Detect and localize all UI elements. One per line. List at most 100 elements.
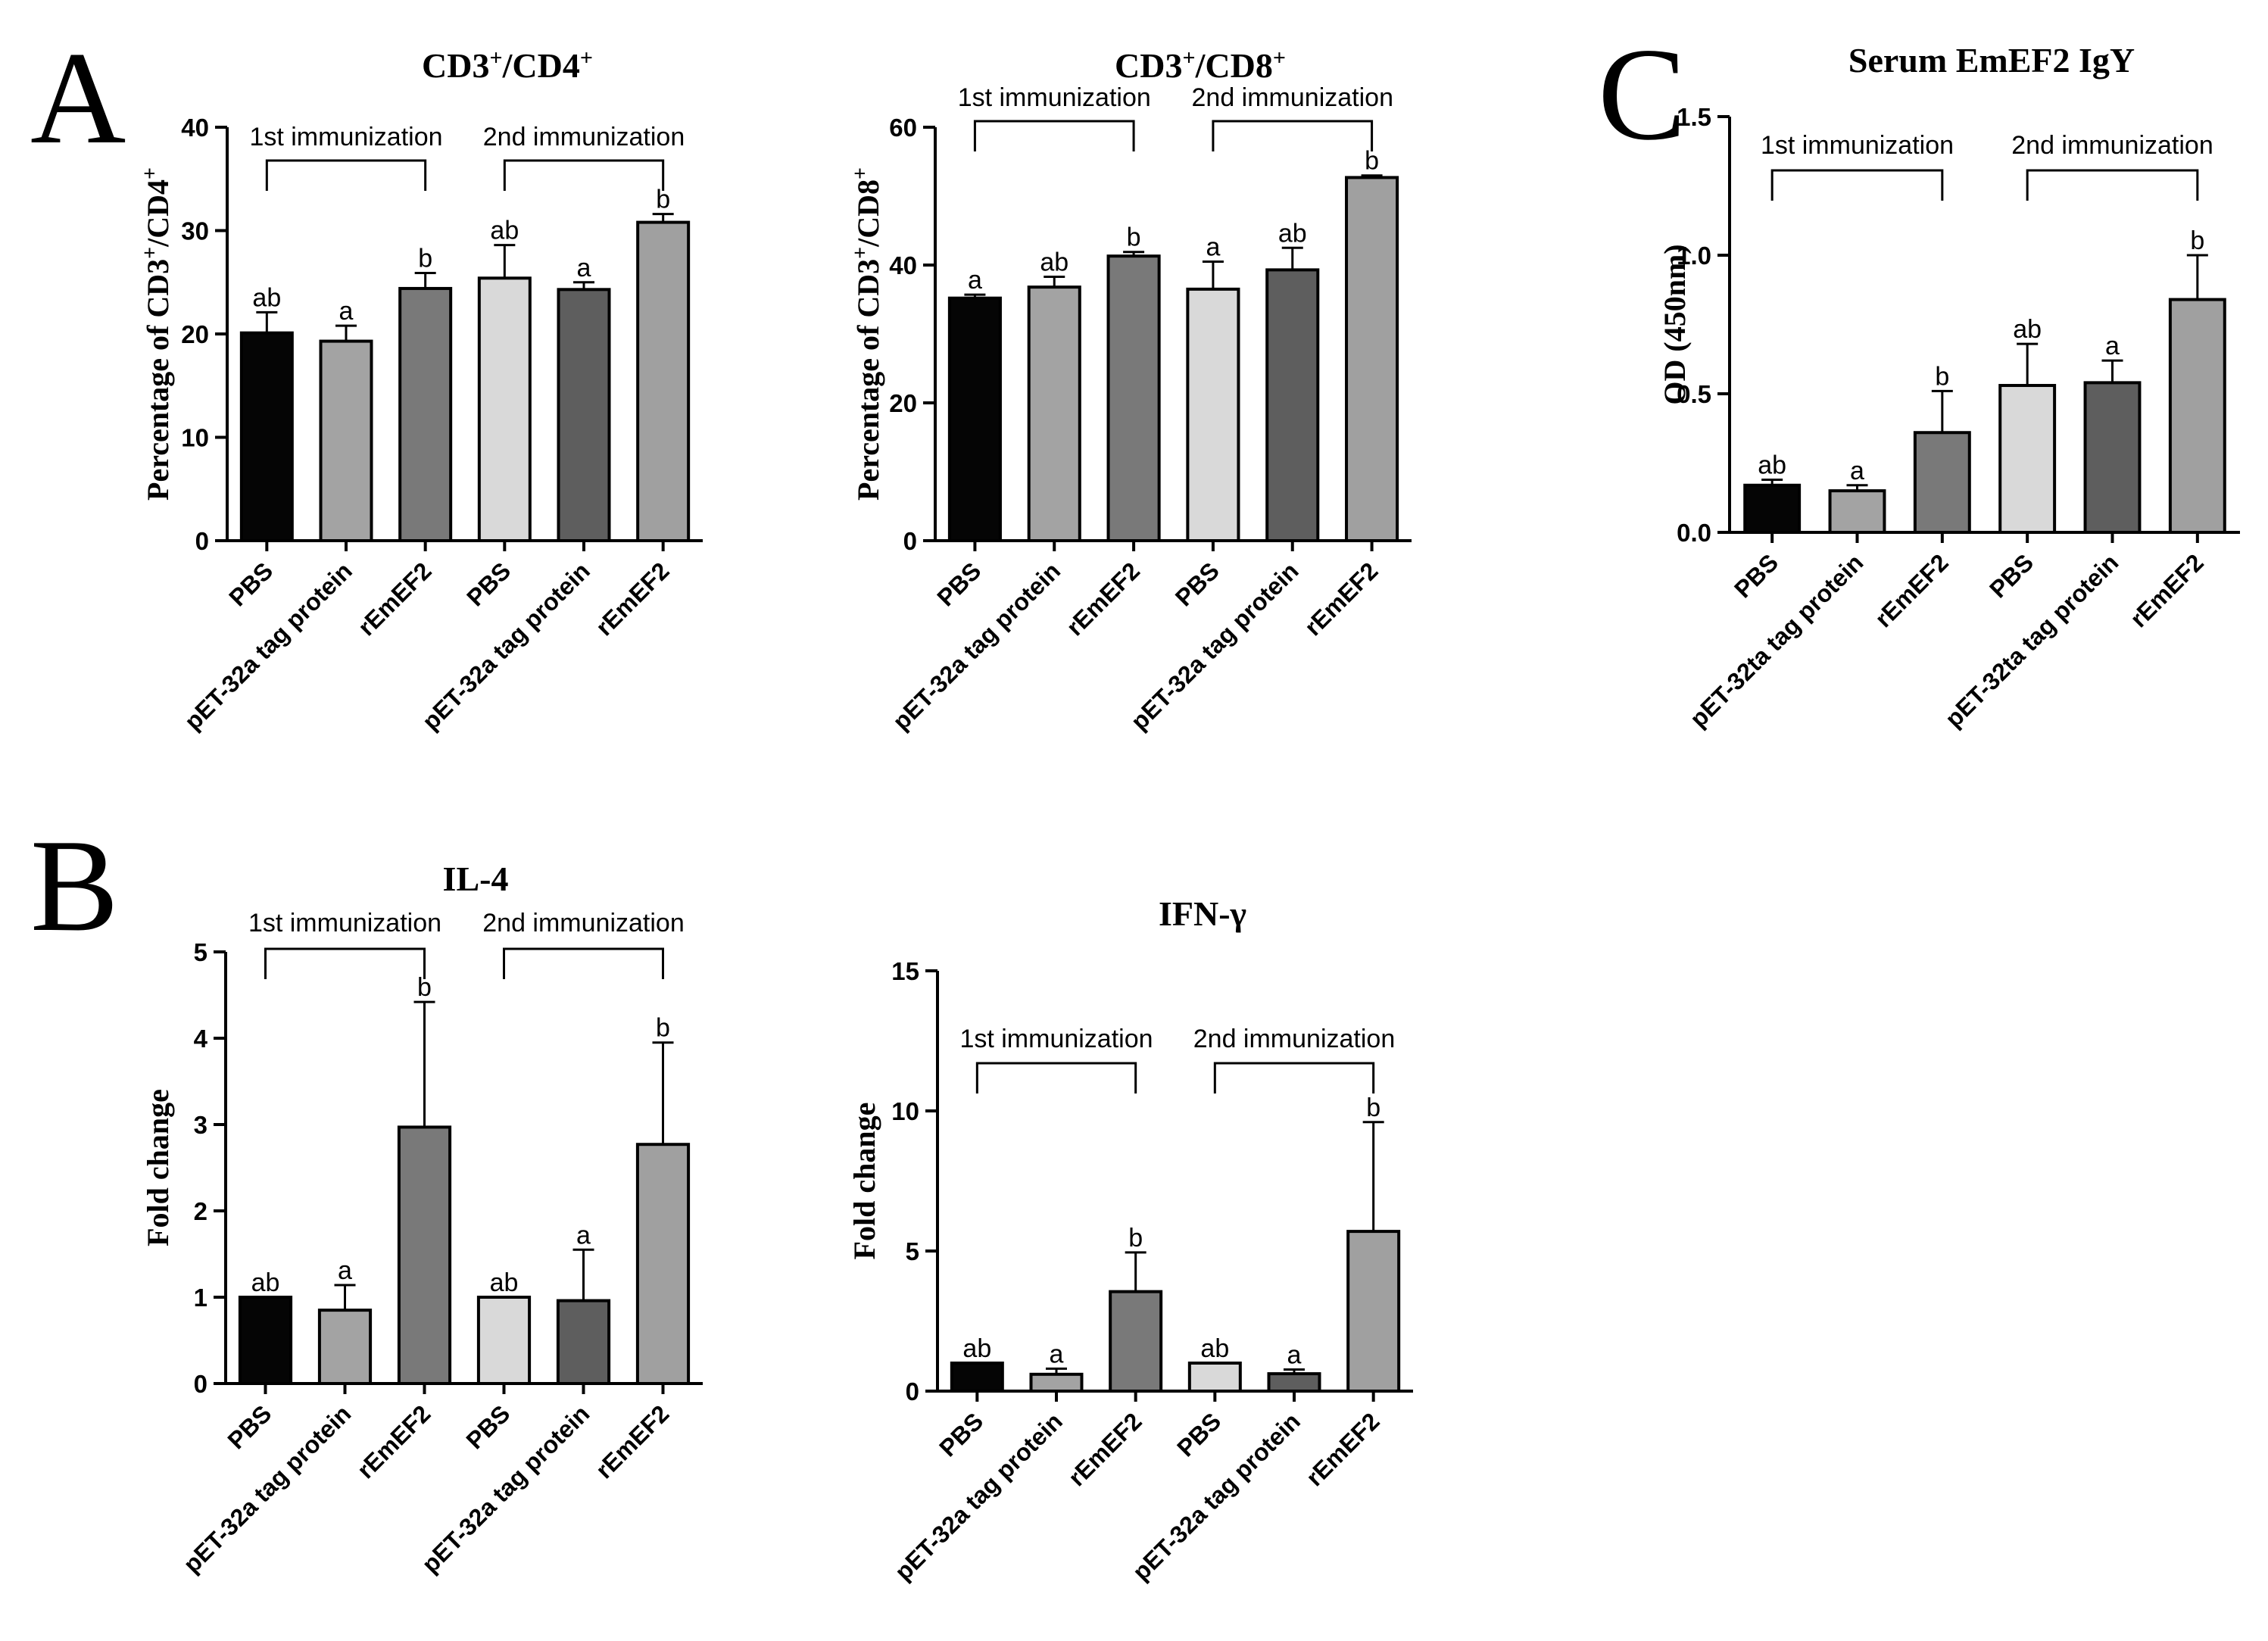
bar xyxy=(1029,1372,1084,1393)
bar xyxy=(950,1362,1004,1393)
panel-letter-b: B xyxy=(30,812,119,959)
significance-label: b xyxy=(656,186,670,214)
group-label: 1st immunization xyxy=(249,123,442,151)
significance-label: b xyxy=(656,1014,670,1043)
y-axis-label-main: Percentage of CD3 xyxy=(851,259,885,501)
category-label: pET-32ta tag protein xyxy=(1939,548,2123,732)
y-tick-label: 40 xyxy=(889,251,917,279)
y-tick-label: 20 xyxy=(181,320,209,348)
chart-title-sup: + xyxy=(490,45,503,70)
bar xyxy=(1187,1362,1242,1393)
y-tick-label: 15 xyxy=(891,957,919,985)
y-tick-label: 40 xyxy=(181,114,209,142)
significance-label: a xyxy=(338,1256,352,1285)
bar xyxy=(1106,254,1161,542)
y-tick-label: 1 xyxy=(194,1284,207,1312)
y-axis-label-sup: + xyxy=(139,167,162,179)
chart-title-sup: + xyxy=(1273,45,1286,70)
group-label: 1st immunization xyxy=(959,1025,1153,1053)
category-label: rEmEF2 xyxy=(591,557,675,641)
y-tick-label: 2 xyxy=(194,1197,207,1225)
y-tick-label: 30 xyxy=(181,217,209,245)
significance-label: a xyxy=(576,1221,591,1249)
significance-label: a xyxy=(1850,457,1864,485)
y-axis-label: Percentage of CD3+/CD8+ xyxy=(849,167,886,501)
y-tick-label: 0 xyxy=(195,527,209,555)
significance-label: ab xyxy=(252,283,281,312)
y-tick-label: 10 xyxy=(181,424,209,452)
y-axis-label: Percentage of CD3+/CD4+ xyxy=(139,167,176,501)
chart-title-sup: + xyxy=(580,45,593,70)
group-label: 1st immunization xyxy=(248,909,441,937)
group-bracket xyxy=(2026,169,2199,201)
group-label: 2nd immunization xyxy=(1193,1025,1395,1053)
bar xyxy=(317,1309,373,1385)
category-label: PBS xyxy=(222,1399,276,1454)
bar xyxy=(1265,268,1320,542)
category-label: rEmEF2 xyxy=(351,1399,435,1483)
y-tick-label: 60 xyxy=(889,114,917,142)
group-bracket xyxy=(1212,120,1374,151)
y-axis-label: OD (450nm) xyxy=(1658,244,1692,404)
category-label: rEmEF2 xyxy=(1870,548,1954,632)
bar xyxy=(477,276,532,542)
y-tick-label: 5 xyxy=(906,1237,919,1265)
significance-label: ab xyxy=(490,1268,519,1297)
group-bracket xyxy=(1213,1062,1375,1093)
bar xyxy=(398,286,453,542)
y-tick-label: 20 xyxy=(889,389,917,417)
chart-cd4: CD3+/CD4+Percentage of CD3+/CD4+01020304… xyxy=(139,45,703,735)
category-label: PBS xyxy=(461,557,516,611)
chart-title-main: IL-4 xyxy=(443,859,509,898)
significance-label: ab xyxy=(490,217,519,245)
bar xyxy=(476,1296,532,1385)
bar xyxy=(1186,287,1240,542)
y-tick-label: 1.5 xyxy=(1677,103,1711,131)
group-bracket xyxy=(1770,169,1944,201)
significance-label: ab xyxy=(1040,248,1068,276)
chart-cd8: CD3+/CD8+Percentage of CD3+/CD8+0204060a… xyxy=(849,45,1412,735)
y-axis-label-main: Percentage of CD3 xyxy=(141,259,175,501)
bar xyxy=(947,296,1002,542)
significance-label: b xyxy=(418,244,432,273)
group-label: 1st immunization xyxy=(958,83,1151,112)
significance-label: a xyxy=(2105,332,2120,360)
y-tick-label: 10 xyxy=(891,1097,919,1125)
bar xyxy=(1998,384,2057,534)
bar xyxy=(1109,1290,1163,1393)
significance-label: ab xyxy=(1200,1334,1229,1363)
bar xyxy=(397,1125,452,1386)
category-label: PBS xyxy=(223,557,278,611)
bar xyxy=(2083,381,2142,534)
chart-title-main: IFN-γ xyxy=(1159,894,1246,933)
chart-title-mid: /CD4 xyxy=(502,46,580,85)
y-tick-label: 0.5 xyxy=(1677,380,1711,408)
bar xyxy=(556,1299,611,1386)
significance-label: b xyxy=(1128,1224,1143,1253)
y-tick-label: 0.0 xyxy=(1677,519,1711,547)
category-label: PBS xyxy=(934,1407,988,1462)
y-axis-label: Fold change xyxy=(141,1089,175,1246)
chart-title-main: CD3 xyxy=(1115,46,1182,85)
group-label: 2nd immunization xyxy=(483,123,685,151)
significance-label: a xyxy=(1206,232,1220,261)
bar xyxy=(1027,285,1081,542)
significance-label: b xyxy=(1365,147,1379,176)
y-axis-label: Fold change xyxy=(847,1103,881,1260)
y-tick-label: 4 xyxy=(194,1025,208,1053)
y-axis-label-main: OD (450nm) xyxy=(1658,244,1692,404)
panel-letter-c: C xyxy=(1598,20,1686,167)
category-label: pET-32ta tag protein xyxy=(1684,548,1868,732)
y-axis-label-sup: + xyxy=(139,247,162,259)
y-axis-label-mid: /CD8 xyxy=(851,179,885,248)
category-label: rEmEF2 xyxy=(1061,557,1145,641)
group-label: 2nd immunization xyxy=(1192,83,1393,112)
group-bracket xyxy=(503,159,665,191)
group-bracket xyxy=(973,120,1135,151)
category-label: PBS xyxy=(931,557,986,611)
significance-label: a xyxy=(339,297,354,326)
group-label: 2nd immunization xyxy=(482,909,684,937)
